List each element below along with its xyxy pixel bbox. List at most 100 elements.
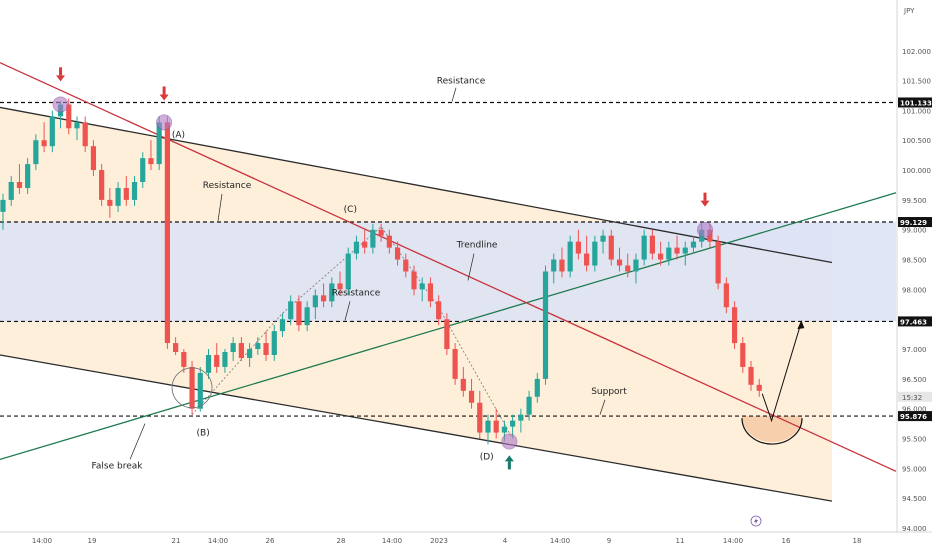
annotation-resistance-3: Resistance — [332, 288, 381, 298]
price-tick-label: 99.500 — [902, 197, 927, 205]
false-break-circle — [171, 367, 213, 409]
candle-body — [263, 343, 269, 355]
false-break-label: False break — [92, 461, 144, 471]
candle-body — [411, 271, 417, 290]
down-arrow-icon — [56, 67, 66, 82]
price-axis-bg — [897, 0, 932, 550]
time-tick-label: 11 — [676, 537, 685, 545]
price-tick-label: 102.000 — [902, 48, 931, 56]
candle-body — [600, 235, 606, 242]
candle-body — [715, 241, 721, 284]
candle-body — [304, 307, 310, 326]
time-tick-label: 18 — [853, 537, 862, 545]
candle-body — [25, 164, 31, 188]
price-tick-label: 98.000 — [902, 286, 927, 294]
touch-marker-4 — [501, 433, 518, 450]
point-label-c: (C) — [344, 205, 357, 215]
target-bowl-arc — [741, 418, 803, 445]
time-tick-label: 26 — [266, 537, 275, 545]
candle-body — [723, 283, 729, 308]
touch-marker-2 — [156, 114, 173, 131]
candle-body — [8, 182, 14, 200]
candle-body — [386, 235, 392, 248]
down-arrow-shaft — [703, 192, 707, 201]
time-tick-label: 9 — [607, 537, 611, 545]
time-tick-label: 21 — [172, 537, 181, 545]
candle-body — [649, 235, 655, 254]
down-arrow-head — [159, 94, 169, 101]
candle-body — [625, 265, 631, 272]
price-tick-label: 98.500 — [902, 257, 927, 265]
candle-body — [312, 295, 318, 308]
time-tick-label: 4 — [503, 537, 508, 545]
candle-body — [748, 366, 754, 385]
pointer-line — [344, 301, 351, 321]
candle-body — [731, 307, 738, 344]
time-tick-label: 14:00 — [32, 537, 52, 545]
price-tick-label: 99.000 — [902, 227, 927, 235]
candle-body — [16, 182, 23, 188]
candle-body — [674, 247, 680, 254]
candle-body — [214, 355, 220, 367]
currency-label: JPY — [903, 7, 915, 15]
price-tick-label: 97.000 — [902, 346, 927, 354]
candle-body — [452, 349, 458, 379]
lightning-icon-bolt — [754, 517, 758, 525]
time-tick-label: 14:00 — [382, 537, 402, 545]
lightning-icon — [750, 515, 762, 527]
candle-body — [115, 187, 121, 206]
candle-body — [279, 319, 286, 332]
price-tick-label: 94.500 — [902, 495, 927, 503]
candle-body — [436, 301, 442, 320]
candle-body — [510, 420, 516, 427]
candle-body — [682, 247, 688, 254]
candle-body — [189, 366, 195, 409]
price-level-tag-text: 95.876 — [900, 413, 927, 421]
pointer-line — [129, 423, 146, 460]
candle-body — [518, 414, 524, 421]
up-arrow-shaft — [507, 461, 511, 470]
down-arrow-head — [700, 200, 710, 207]
price-level-tag — [898, 411, 932, 422]
candle-body — [123, 187, 129, 200]
candle-body — [370, 229, 376, 248]
price-tick-label: 100.500 — [902, 137, 931, 145]
candle-body — [41, 140, 47, 147]
price-level-tag — [898, 316, 932, 327]
candle-body — [156, 122, 162, 165]
candle-body — [33, 140, 39, 165]
candle-body — [641, 235, 647, 260]
candle-body — [164, 122, 170, 344]
candle-body — [74, 122, 80, 129]
candle-body — [559, 259, 565, 272]
candle-body — [575, 241, 581, 254]
time-tick-label: 14:00 — [208, 537, 228, 545]
candle-body — [501, 426, 508, 433]
candle-body — [140, 158, 146, 182]
candle-body — [296, 301, 302, 326]
down-arrow-head — [56, 75, 66, 82]
candle-body — [271, 331, 277, 355]
candle-body — [551, 259, 557, 272]
dotted-swing-path — [191, 226, 513, 439]
candle-body — [329, 283, 335, 302]
candle-body — [181, 352, 187, 367]
annotation-resistance-1: Resistance — [437, 77, 486, 87]
candle-body — [222, 352, 228, 367]
candle-body — [592, 241, 598, 266]
down-arrow-icon — [159, 86, 169, 101]
price-tick-label: 94.000 — [902, 525, 927, 533]
time-tick-label: 16 — [782, 537, 791, 545]
up-arrow-head — [504, 455, 514, 462]
pointer-line — [467, 253, 475, 281]
candle-body — [690, 241, 697, 248]
candle-body — [378, 229, 384, 236]
down-arrow-shaft — [59, 67, 63, 76]
price-tick-label: 95.000 — [902, 465, 927, 473]
candle-body — [66, 104, 72, 129]
candle-body — [740, 343, 746, 367]
candle-body — [90, 146, 97, 171]
time-tick-label: 28 — [337, 537, 346, 545]
